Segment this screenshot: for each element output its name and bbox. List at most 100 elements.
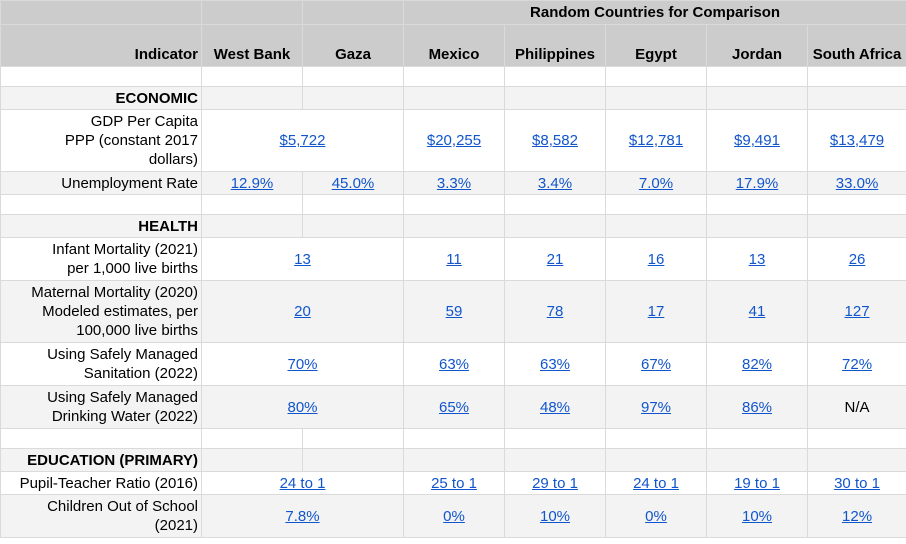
empty-cell[interactable]: [605, 448, 707, 472]
column-header-jordan[interactable]: Jordan: [706, 24, 808, 67]
empty-cell[interactable]: [504, 214, 606, 238]
unemployment-jordan[interactable]: 17.9%: [706, 171, 808, 195]
column-header-mexico[interactable]: Mexico: [403, 24, 505, 67]
sanitation-west-bank-gaza[interactable]: 70%: [201, 342, 404, 386]
empty-cell[interactable]: [403, 66, 505, 87]
row-label-infant-mortality[interactable]: Infant Mortality (2021) per 1,000 live b…: [0, 237, 202, 281]
pupil-philippines-link[interactable]: 29 to 1: [532, 474, 578, 492]
out-of-school-south-africa[interactable]: 12%: [806, 494, 906, 538]
empty-cell[interactable]: [201, 194, 303, 215]
empty-cell[interactable]: [201, 428, 303, 449]
gdp-west-bank-gaza-link[interactable]: $5,722: [279, 132, 326, 149]
sanitation-egypt-link[interactable]: 67%: [640, 355, 672, 373]
unemployment-south-africa[interactable]: 33.0%: [806, 171, 906, 195]
out-of-school-mexico[interactable]: 0%: [403, 494, 505, 538]
infant-west-bank-gaza-link[interactable]: 13: [294, 250, 311, 268]
gdp-philippines[interactable]: $8,582: [504, 109, 606, 172]
empty-cell[interactable]: [706, 66, 808, 87]
water-jordan[interactable]: 86%: [706, 385, 808, 429]
water-mexico-link[interactable]: 65%: [438, 398, 470, 416]
gdp-philippines-link[interactable]: $8,582: [532, 132, 578, 149]
gdp-egypt[interactable]: $12,781: [605, 109, 707, 172]
empty-cell[interactable]: [302, 86, 404, 110]
out-of-school-philippines[interactable]: 10%: [504, 494, 606, 538]
empty-cell[interactable]: [806, 448, 906, 472]
maternal-west-bank-gaza[interactable]: 20: [201, 280, 404, 343]
infant-egypt[interactable]: 16: [605, 237, 707, 281]
column-header-philippines[interactable]: Philippines: [504, 24, 606, 67]
empty-cell[interactable]: [605, 66, 707, 87]
out-of-school-egypt-link[interactable]: 0%: [645, 507, 667, 525]
unemployment-philippines[interactable]: 3.4%: [504, 171, 606, 195]
empty-cell[interactable]: [605, 86, 707, 110]
section-title-education[interactable]: EDUCATION (PRIMARY): [0, 448, 202, 472]
unemployment-gaza-link[interactable]: 45.0%: [331, 174, 375, 192]
column-header-egypt[interactable]: Egypt: [605, 24, 707, 67]
empty-cell[interactable]: [504, 448, 606, 472]
water-philippines-link[interactable]: 48%: [539, 398, 571, 416]
water-west-bank-gaza-link[interactable]: 80%: [287, 398, 318, 416]
empty-cell[interactable]: [806, 194, 906, 215]
pupil-egypt[interactable]: 24 to 1: [605, 471, 707, 495]
maternal-egypt-link[interactable]: 17: [647, 303, 665, 320]
water-mexico[interactable]: 65%: [403, 385, 505, 429]
gdp-egypt-link[interactable]: $12,781: [628, 132, 684, 149]
empty-cell[interactable]: [605, 214, 707, 238]
empty-cell[interactable]: [0, 66, 202, 87]
water-jordan-link[interactable]: 86%: [741, 398, 773, 416]
header-cell[interactable]: [0, 0, 202, 25]
row-label-drinking-water[interactable]: Using Safely Managed Drinking Water (202…: [0, 385, 202, 429]
sanitation-south-africa-link[interactable]: 72%: [842, 355, 873, 373]
water-egypt-link[interactable]: 97%: [640, 398, 672, 416]
infant-west-bank-gaza[interactable]: 13: [201, 237, 404, 281]
row-label-unemployment[interactable]: Unemployment Rate: [0, 171, 202, 195]
empty-cell[interactable]: [706, 194, 808, 215]
pupil-mexico[interactable]: 25 to 1: [403, 471, 505, 495]
water-west-bank-gaza[interactable]: 80%: [201, 385, 404, 429]
out-of-school-jordan-link[interactable]: 10%: [741, 507, 773, 525]
header-cell[interactable]: [201, 0, 303, 25]
infant-south-africa-link[interactable]: 26: [848, 250, 866, 268]
maternal-philippines[interactable]: 78: [504, 280, 606, 343]
sanitation-mexico-link[interactable]: 63%: [438, 355, 470, 373]
infant-egypt-link[interactable]: 16: [647, 250, 665, 268]
empty-cell[interactable]: [302, 194, 404, 215]
column-header-west-bank[interactable]: West Bank: [201, 24, 303, 67]
infant-jordan-link[interactable]: 13: [748, 250, 766, 268]
empty-cell[interactable]: [806, 214, 906, 238]
out-of-school-west-bank-gaza[interactable]: 7.8%: [201, 494, 404, 538]
gdp-mexico-link[interactable]: $20,255: [426, 132, 482, 149]
empty-cell[interactable]: [403, 428, 505, 449]
empty-cell[interactable]: [302, 448, 404, 472]
pupil-philippines[interactable]: 29 to 1: [504, 471, 606, 495]
gdp-jordan[interactable]: $9,491: [706, 109, 808, 172]
empty-cell[interactable]: [403, 448, 505, 472]
out-of-school-west-bank-gaza-link[interactable]: 7.8%: [285, 507, 320, 525]
water-south-africa[interactable]: N/A: [806, 385, 906, 429]
pupil-west-bank-gaza-link[interactable]: 24 to 1: [279, 474, 326, 492]
section-title-economic[interactable]: ECONOMIC: [0, 86, 202, 110]
out-of-school-south-africa-link[interactable]: 12%: [842, 507, 873, 525]
empty-cell[interactable]: [302, 214, 404, 238]
empty-cell[interactable]: [201, 66, 303, 87]
out-of-school-philippines-link[interactable]: 10%: [539, 507, 571, 525]
gdp-south-africa[interactable]: $13,479: [806, 109, 906, 172]
infant-philippines-link[interactable]: 21: [546, 250, 564, 268]
empty-cell[interactable]: [806, 86, 906, 110]
pupil-west-bank-gaza[interactable]: 24 to 1: [201, 471, 404, 495]
sanitation-philippines-link[interactable]: 63%: [539, 355, 571, 373]
gdp-south-africa-link[interactable]: $13,479: [829, 132, 885, 149]
gdp-jordan-link[interactable]: $9,491: [734, 132, 780, 149]
empty-cell[interactable]: [706, 428, 808, 449]
empty-cell[interactable]: [504, 428, 606, 449]
empty-cell[interactable]: [706, 214, 808, 238]
empty-cell[interactable]: [0, 194, 202, 215]
empty-cell[interactable]: [0, 428, 202, 449]
maternal-egypt[interactable]: 17: [605, 280, 707, 343]
unemployment-mexico[interactable]: 3.3%: [403, 171, 505, 195]
unemployment-south-africa-link[interactable]: 33.0%: [835, 174, 879, 192]
sanitation-jordan-link[interactable]: 82%: [741, 355, 773, 373]
pupil-south-africa[interactable]: 30 to 1: [806, 471, 906, 495]
empty-cell[interactable]: [806, 428, 906, 449]
infant-south-africa[interactable]: 26: [806, 237, 906, 281]
